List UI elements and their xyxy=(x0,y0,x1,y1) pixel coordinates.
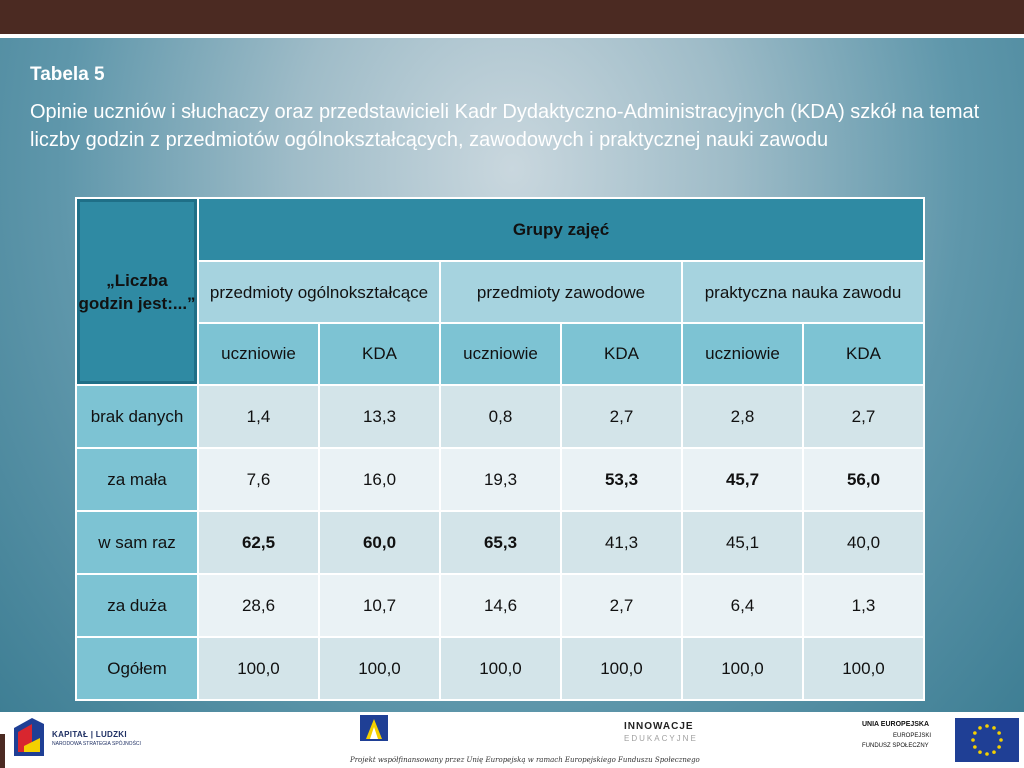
footer-left-bar xyxy=(0,734,5,768)
table-header-row: „Liczba godzin jest:...” Grupy zajęć xyxy=(75,197,925,386)
table-cell: 2,7 xyxy=(802,384,925,449)
top-divider xyxy=(0,34,1024,38)
table-cell: 100,0 xyxy=(439,636,562,701)
table-cell: 100,0 xyxy=(197,636,320,701)
table-row: za duża 28,6 10,7 14,6 2,7 6,4 1,3 xyxy=(75,573,925,638)
eu-star-icon xyxy=(997,745,1001,749)
table-cell: 100,0 xyxy=(802,636,925,701)
corner-header: „Liczba godzin jest:...” xyxy=(75,197,199,386)
group-header-cell: przedmioty zawodowe xyxy=(439,260,683,324)
row-label: w sam raz xyxy=(75,510,199,575)
kapital-ludzki-title: KAPITAŁ | LUDZKI xyxy=(52,730,127,739)
data-table: „Liczba godzin jest:...” Grupy zajęć prz… xyxy=(75,197,925,701)
eu-star-icon xyxy=(992,726,996,730)
table-cell: 1,4 xyxy=(197,384,320,449)
innowacje-title: INNOWACJE xyxy=(624,721,694,732)
table-cell: 28,6 xyxy=(197,573,320,638)
table-cell: 0,8 xyxy=(439,384,562,449)
table-cell: 16,0 xyxy=(318,447,441,512)
eu-label-line3: FUNDUSZ SPOŁECZNY xyxy=(862,743,929,749)
table-cell: 45,1 xyxy=(681,510,804,575)
table-row: brak danych 1,4 13,3 0,8 2,7 2,8 2,7 xyxy=(75,384,925,449)
eu-flag-icon xyxy=(955,718,1019,762)
eu-star-icon xyxy=(999,738,1003,742)
table-cell: 40,0 xyxy=(802,510,925,575)
table-cell: 65,3 xyxy=(439,510,562,575)
group-header-cell: przedmioty ogólnokształcące xyxy=(197,260,441,324)
table-cell: 7,6 xyxy=(197,447,320,512)
subheader-cell: uczniowie xyxy=(197,322,320,386)
table-cell: 62,5 xyxy=(197,510,320,575)
eu-star-icon xyxy=(973,731,977,735)
table-cell: 2,7 xyxy=(560,384,683,449)
table-cell: 13,3 xyxy=(318,384,441,449)
coat-of-arms-icon xyxy=(360,715,388,741)
row-label: za duża xyxy=(75,573,199,638)
eu-star-icon xyxy=(971,738,975,742)
table-cell: 100,0 xyxy=(560,636,683,701)
table-cell: 2,7 xyxy=(560,573,683,638)
footer-logos: KAPITAŁ | LUDZKI NARODOWA STRATEGIA SPÓJ… xyxy=(0,712,1024,768)
funding-note: Projekt współfinansowany przez Unię Euro… xyxy=(350,756,700,764)
table-row: w sam raz 62,5 60,0 65,3 41,3 45,1 40,0 xyxy=(75,510,925,575)
row-label: za mała xyxy=(75,447,199,512)
eu-star-icon xyxy=(997,731,1001,735)
table-cell: 45,7 xyxy=(681,447,804,512)
eu-star-icon xyxy=(973,745,977,749)
table-cell: 53,3 xyxy=(560,447,683,512)
row-label: brak danych xyxy=(75,384,199,449)
top-bar xyxy=(0,0,1024,34)
eu-label-line2: EUROPEJSKI xyxy=(893,733,932,739)
eu-star-icon xyxy=(985,724,989,728)
table-cell: 60,0 xyxy=(318,510,441,575)
table-row: za mała 7,6 16,0 19,3 53,3 45,7 56,0 xyxy=(75,447,925,512)
table-cell: 41,3 xyxy=(560,510,683,575)
subheader-cell: uczniowie xyxy=(439,322,562,386)
innowacje-subtitle: EDUKACYJNE xyxy=(624,734,698,743)
table-label: Tabela 5 xyxy=(30,64,105,85)
eu-star-icon xyxy=(978,726,982,730)
table-cell: 2,8 xyxy=(681,384,804,449)
table-header-row: uczniowie KDA uczniowie KDA uczniowie KD… xyxy=(76,322,925,386)
table-header-row: przedmioty ogólnokształcące przedmioty z… xyxy=(76,260,925,324)
table-cell: 19,3 xyxy=(439,447,562,512)
table-cell: 100,0 xyxy=(318,636,441,701)
kapital-ludzki-subtitle: NARODOWA STRATEGIA SPÓJNOŚCI xyxy=(52,741,141,747)
group-header: Grupy zajęć xyxy=(197,197,925,262)
eu-label-line1: UNIA EUROPEJSKA xyxy=(862,721,930,728)
kapital-ludzki-logo-icon xyxy=(14,718,44,756)
subheader-cell: KDA xyxy=(560,322,683,386)
subheader-cell: uczniowie xyxy=(681,322,804,386)
slide-subtitle: Opinie uczniów i słuchaczy oraz przedsta… xyxy=(30,101,980,151)
row-label: Ogółem xyxy=(75,636,199,701)
table-cell: 10,7 xyxy=(318,573,441,638)
subheader-cell: KDA xyxy=(802,322,925,386)
table-cell: 56,0 xyxy=(802,447,925,512)
subheader-cell: KDA xyxy=(318,322,441,386)
table-cell: 14,6 xyxy=(439,573,562,638)
eu-star-icon xyxy=(978,750,982,754)
group-header-cell: praktyczna nauka zawodu xyxy=(681,260,925,324)
eu-star-icon xyxy=(985,752,989,756)
table-row: Ogółem 100,0 100,0 100,0 100,0 100,0 100… xyxy=(75,636,925,701)
table-cell: 6,4 xyxy=(681,573,804,638)
table-cell: 1,3 xyxy=(802,573,925,638)
table-cell: 100,0 xyxy=(681,636,804,701)
eu-star-icon xyxy=(992,750,996,754)
